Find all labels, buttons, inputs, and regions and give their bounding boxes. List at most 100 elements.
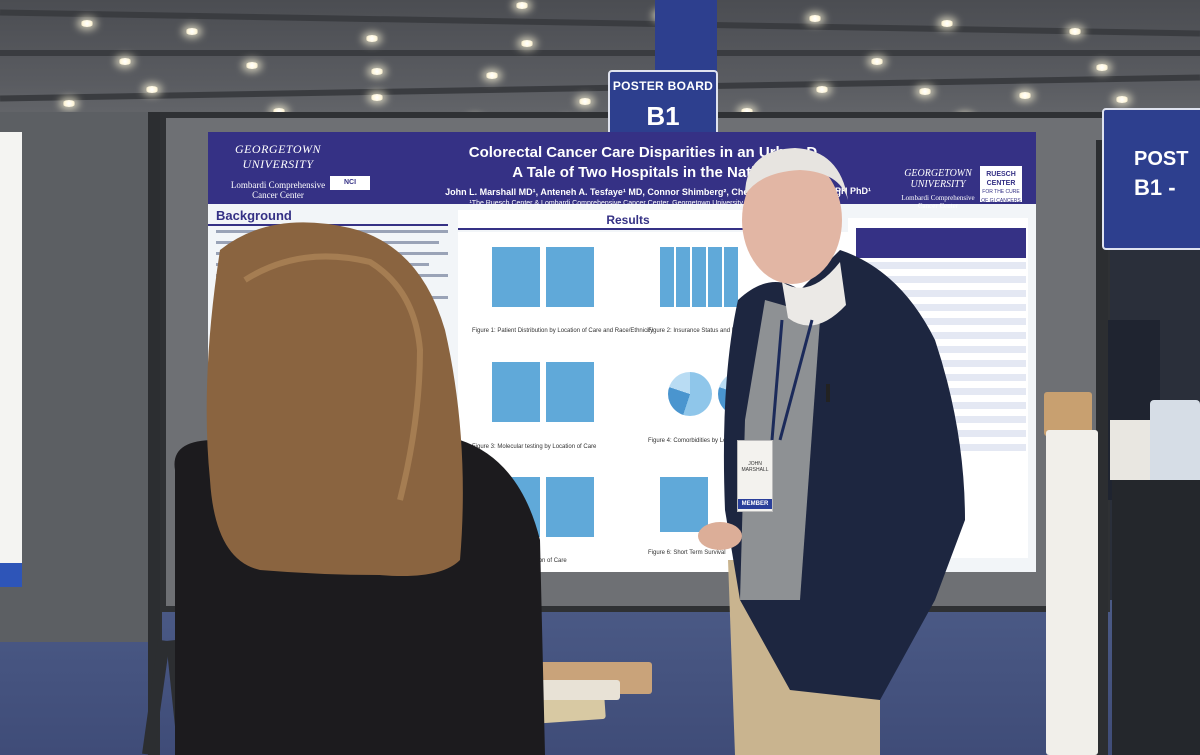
figure-6-bar bbox=[660, 477, 708, 532]
badge-type: MEMBER bbox=[738, 499, 772, 509]
ceiling-light bbox=[515, 2, 529, 9]
poster-header: GEORGETOWN UNIVERSITY Lombardi Comprehen… bbox=[208, 132, 1036, 210]
university-name-right: GEORGETOWN UNIVERSITY bbox=[904, 168, 972, 190]
figure-2-bar bbox=[676, 247, 690, 307]
man-sweater bbox=[740, 300, 820, 600]
hanging-coat bbox=[1112, 480, 1200, 755]
figure-1-bar bbox=[546, 247, 594, 307]
poster-title: Colorectal Cancer Care Disparities in an… bbox=[408, 144, 878, 207]
figure-3-caption: Figure 3: Molecular testing by Location … bbox=[472, 444, 597, 450]
cart bbox=[1150, 400, 1200, 495]
figure-4-pie bbox=[668, 372, 712, 416]
woman-hair-highlight bbox=[243, 253, 424, 501]
ceiling-light bbox=[740, 108, 754, 115]
georgetown-logo-left: GEORGETOWN UNIVERSITY Lombardi Comprehen… bbox=[218, 142, 338, 200]
table-row bbox=[856, 332, 1026, 339]
poster-authors: John L. Marshall MD¹, Anteneh A. Tesfaye… bbox=[445, 187, 841, 197]
poster-affiliation: ¹The Ruesch Center & Lombardi Comprehens… bbox=[469, 200, 817, 207]
ceiling-light bbox=[520, 40, 534, 47]
left-poster-blue-strip bbox=[0, 563, 22, 587]
university-name: GEORGETOWN UNIVERSITY bbox=[234, 142, 322, 171]
figure-1-caption: Figure 1: Patient Distribution by Locati… bbox=[472, 328, 654, 334]
ceiling-light bbox=[62, 100, 76, 107]
georgetown-logo-right: GEORGETOWN UNIVERSITY Lombardi Comprehen… bbox=[898, 168, 978, 210]
table-header bbox=[856, 228, 1026, 258]
table-row bbox=[856, 290, 1026, 297]
man-face bbox=[742, 156, 842, 284]
ceiling-light bbox=[185, 28, 199, 35]
left-poster-edge bbox=[0, 132, 22, 587]
poster-board-sign-right-number: B1 - bbox=[1134, 175, 1176, 200]
poster-authors-right: BBS MPH PhD¹ bbox=[806, 186, 871, 196]
figure-2-bar bbox=[724, 247, 738, 307]
booth-pole bbox=[148, 112, 160, 755]
ceiling-light bbox=[1095, 64, 1109, 71]
figure-3-chart bbox=[488, 357, 598, 437]
man-hair bbox=[745, 148, 848, 200]
ceiling-light bbox=[1018, 92, 1032, 99]
results-heading: Results bbox=[458, 210, 798, 230]
table-row bbox=[856, 318, 1026, 325]
woman-hair bbox=[206, 222, 463, 576]
ruesch-name: RUESCH CENTER bbox=[986, 171, 1016, 187]
ceiling-light bbox=[578, 98, 592, 105]
badge-name: JOHN MARSHALL bbox=[741, 461, 769, 473]
man-lanyard bbox=[770, 319, 784, 441]
poster-title-line1: Colorectal Cancer Care Disparities in an… bbox=[468, 144, 818, 161]
poster-board-sign-number: B1 bbox=[646, 101, 680, 131]
cancer-center-name-right: Lombardi Comprehensive Cancer Center bbox=[901, 194, 975, 210]
background-heading: Background bbox=[216, 208, 292, 223]
ruesch-sub: FOR THE CURE OF GI CANCERS bbox=[981, 189, 1021, 204]
ceiling-light bbox=[918, 88, 932, 95]
figure-3-bar bbox=[492, 362, 540, 422]
man-hand bbox=[698, 522, 742, 550]
ceiling-light bbox=[145, 86, 159, 93]
cancer-center-name: Lombardi Comprehensive Cancer Center bbox=[230, 180, 326, 200]
poster-board-sign-label: POSTER BOARD bbox=[612, 79, 714, 93]
figure-6-chart bbox=[656, 472, 766, 542]
table-row bbox=[856, 276, 1026, 283]
poster-title-line2: A Tale of Two Hospitals in the Nation bbox=[512, 164, 774, 181]
ceiling-light bbox=[808, 15, 822, 22]
figure-1-bar bbox=[492, 247, 540, 307]
ceiling-light bbox=[1068, 28, 1082, 35]
ceiling-light bbox=[80, 20, 94, 27]
ceiling-light bbox=[118, 58, 132, 65]
ceiling-light bbox=[245, 62, 259, 69]
poster-board-sign-right: POST B1 - bbox=[1102, 108, 1200, 250]
poster-board-sign-right-label: POST bbox=[1134, 148, 1189, 170]
ceiling-light bbox=[370, 94, 384, 101]
cardboard-box-top bbox=[1044, 392, 1092, 436]
ceiling-light bbox=[870, 58, 884, 65]
table-row bbox=[856, 262, 1026, 269]
ceiling-light bbox=[815, 86, 829, 93]
ceiling-truss bbox=[0, 50, 1200, 56]
figure-1-chart bbox=[488, 242, 598, 322]
figure-2-chart bbox=[656, 242, 766, 322]
figure-2-bar bbox=[660, 247, 674, 307]
nci-badge: NCI bbox=[330, 176, 370, 190]
figure-2-bar bbox=[692, 247, 706, 307]
figure-6-caption: Figure 6: Short Term Survival bbox=[648, 550, 726, 556]
ceiling-light bbox=[370, 68, 384, 75]
figure-2-bar bbox=[708, 247, 722, 307]
man-pen bbox=[826, 384, 830, 402]
man-lanyard bbox=[778, 319, 814, 441]
figure-2-caption: Figure 2: Insurance Status and Race/Ethn… bbox=[648, 328, 771, 334]
name-badge: JOHN MARSHALL MEMBER bbox=[737, 440, 773, 512]
white-pillar bbox=[1046, 430, 1098, 755]
sign-pole bbox=[655, 0, 717, 72]
man-turtleneck bbox=[782, 262, 846, 326]
figure-4-caption: Figure 4: Comorbidities by Location bbox=[648, 438, 743, 444]
ceiling-light bbox=[940, 20, 954, 27]
table-row bbox=[856, 346, 1026, 353]
figure-3-bar bbox=[546, 362, 594, 422]
ceiling-light bbox=[1115, 96, 1129, 103]
figure-5-bar bbox=[546, 477, 594, 537]
ceiling-light bbox=[365, 35, 379, 42]
table-row bbox=[856, 304, 1026, 311]
ruesch-center-logo: RUESCH CENTER FOR THE CURE OF GI CANCERS bbox=[980, 166, 1022, 204]
ceiling-light bbox=[272, 108, 286, 115]
